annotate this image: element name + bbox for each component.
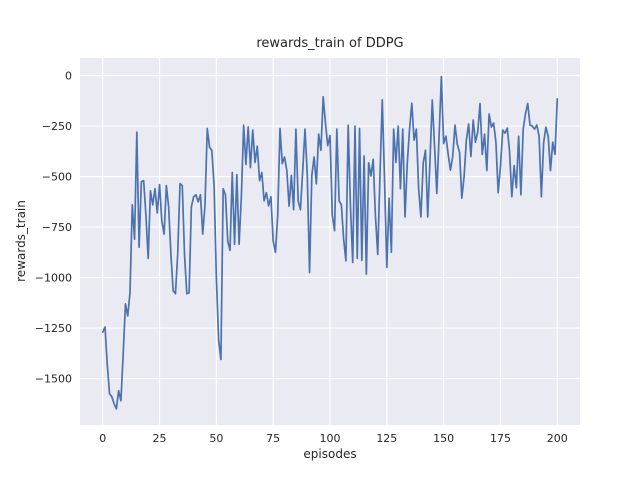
y-tick-label: 0 [65,70,72,83]
x-tick-label: 175 [490,432,511,445]
y-tick-label: −500 [42,171,72,184]
x-axis-label: episodes [303,447,357,461]
x-tick-label: 100 [320,432,341,445]
y-tick-label: −1500 [35,373,72,386]
y-tick-label: −1250 [35,322,72,335]
chart-title: rewards_train of DDPG [256,36,404,51]
x-tick-label: 50 [209,432,223,445]
x-tick-label: 75 [266,432,280,445]
y-tick-label: −250 [42,120,72,133]
x-tick-label: 0 [99,432,106,445]
series-line-rewards_train [101,75,559,410]
x-tick-label: 200 [547,432,568,445]
x-tick-label: 25 [153,432,167,445]
y-tick-label: −1000 [35,272,72,285]
x-tick-label: 125 [376,432,397,445]
x-tick-label: 150 [433,432,454,445]
y-tick-label: −750 [42,221,72,234]
y-axis-label: rewards_train [14,200,28,282]
